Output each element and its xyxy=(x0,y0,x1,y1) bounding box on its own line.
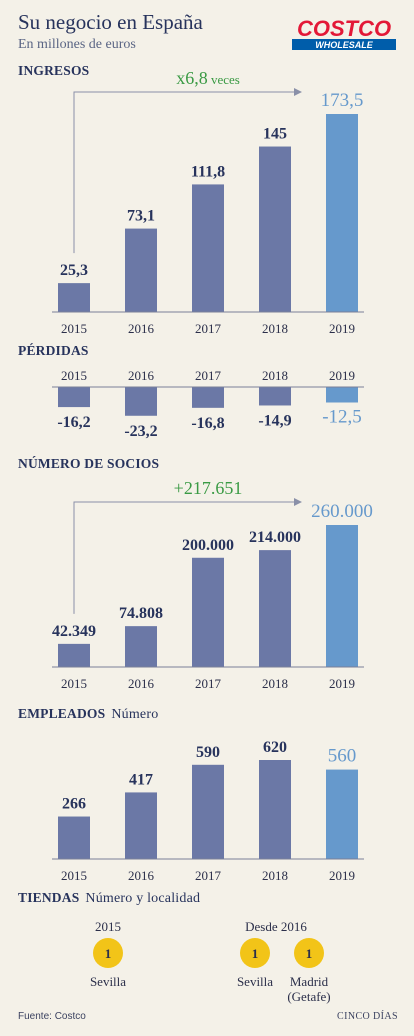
store-city: Sevilla xyxy=(237,974,273,989)
bar-2019 xyxy=(326,387,358,403)
bar-2018 xyxy=(259,760,291,859)
empleados-chart: 266 2015 417 2016 590 2017 620 2018 560 2019 xyxy=(52,739,364,883)
value-label: -16,8 xyxy=(191,415,224,432)
bar-2017 xyxy=(192,387,224,408)
value-label: 417 xyxy=(129,771,153,788)
year-label: 2018 xyxy=(262,868,288,883)
source-note: Fuente: Costco xyxy=(18,1011,86,1022)
year-label: 2018 xyxy=(262,321,288,336)
year-label: 2016 xyxy=(128,321,155,336)
year-label: 2019 xyxy=(329,321,355,336)
tiendas-heading: TIENDAS Número y localidad xyxy=(18,890,201,906)
perdidas-heading: PÉRDIDAS xyxy=(18,343,89,358)
growth-annotation: +217.651 xyxy=(174,478,243,498)
bar-2017 xyxy=(192,764,224,859)
year-label: 2017 xyxy=(195,868,222,883)
value-label: 590 xyxy=(196,744,220,761)
value-label: 266 xyxy=(62,796,86,813)
bar-2018 xyxy=(259,146,291,312)
year-label: 2015 xyxy=(61,676,87,691)
bar-2016 xyxy=(125,792,157,859)
value-label: 214.000 xyxy=(249,529,301,546)
bar-2015 xyxy=(58,643,90,667)
store-city-detail: (Getafe) xyxy=(287,989,330,1004)
value-label: 560 xyxy=(328,746,357,767)
value-label: -14,9 xyxy=(258,412,291,429)
bar-2015 xyxy=(58,283,90,312)
value-label: 74.808 xyxy=(119,605,163,622)
socios-chart: 42.349 2015 74.808 2016 200.000 2017 214.000 20… xyxy=(52,478,373,691)
growth-annotation: x6,8 veces xyxy=(176,70,240,88)
bar-2016 xyxy=(125,228,157,312)
bar-2016 xyxy=(125,626,157,667)
value-label: 145 xyxy=(263,126,287,143)
year-label: 2018 xyxy=(262,676,288,691)
store-count: 1 xyxy=(306,946,313,961)
bar-2019 xyxy=(326,525,358,667)
value-label: -12,5 xyxy=(322,407,362,428)
page-title: Su negocio en España xyxy=(18,10,203,34)
year-label: 2017 xyxy=(195,676,222,691)
arrow-head xyxy=(294,498,302,506)
bar-2015 xyxy=(58,816,90,859)
year-label: 2016 xyxy=(128,368,155,383)
bar-2015 xyxy=(58,387,90,408)
year-label: 2017 xyxy=(195,321,222,336)
value-label: -23,2 xyxy=(124,423,157,440)
year-label: 2016 xyxy=(128,868,155,883)
socios-heading: NÚMERO DE SOCIOS xyxy=(18,456,160,471)
logo-band xyxy=(292,39,396,50)
value-label: 260.000 xyxy=(311,501,373,522)
store-badge xyxy=(93,938,123,968)
empleados-unit: Número xyxy=(111,707,159,722)
perdidas-chart: 2015 -16,2 2016 -23,2 2017 -16,8 2018 -14,9 2019… xyxy=(52,368,364,440)
ingresos-chart: 25,3 2015 73,1 2016 111,8 2017 145 2018 173,5 201… xyxy=(52,70,364,336)
year-label: 2015 xyxy=(61,321,87,336)
bar-2018 xyxy=(259,550,291,667)
empleados-heading: EMPLEADOS Número xyxy=(18,706,159,722)
logo-text-top: COSTCO xyxy=(297,16,391,41)
growth-arrow xyxy=(73,501,296,614)
store-count: 1 xyxy=(105,946,112,961)
year-label: 2019 xyxy=(329,868,355,883)
year-label: 2017 xyxy=(195,368,222,383)
store-badge xyxy=(294,938,324,968)
value-label: 25,3 xyxy=(60,262,88,279)
year-label: 2019 xyxy=(329,368,355,383)
tiendas-group-label: Desde 2016 xyxy=(245,919,307,934)
arrow-head xyxy=(294,88,302,96)
year-label: 2019 xyxy=(329,676,355,691)
bar-2016 xyxy=(125,387,157,416)
bar-2019 xyxy=(326,114,358,312)
tiendas-panel: 2015 1 Sevilla Desde 2016 1 Sevilla 1 Madrid(Ge… xyxy=(90,919,331,1004)
growth-arrow xyxy=(73,91,296,254)
costco-logo: COSTCO WHOLESALE xyxy=(292,16,396,50)
tiendas-group-label: 2015 xyxy=(95,919,121,934)
year-label: 2015 xyxy=(61,868,87,883)
value-label: 200.000 xyxy=(182,537,234,554)
tiendas-unit: Número y localidad xyxy=(85,891,201,906)
value-label: -16,2 xyxy=(57,414,90,431)
bar-2017 xyxy=(192,557,224,667)
year-label: 2018 xyxy=(262,368,288,383)
store-count: 1 xyxy=(252,946,259,961)
bar-2018 xyxy=(259,387,291,406)
store-city: Madrid xyxy=(290,974,329,989)
value-label: 111,8 xyxy=(191,163,225,180)
store-city: Sevilla xyxy=(90,974,126,989)
year-label: 2016 xyxy=(128,676,155,691)
value-label: 620 xyxy=(263,739,287,756)
store-badge xyxy=(240,938,270,968)
logo-text-bottom: WHOLESALE xyxy=(315,40,373,50)
value-label: 42.349 xyxy=(52,623,96,640)
ingresos-heading: INGRESOS xyxy=(18,63,90,78)
year-label: 2015 xyxy=(61,368,87,383)
value-label: 73,1 xyxy=(127,208,155,225)
publisher-credit: CINCO DÍAS xyxy=(337,1011,398,1022)
bar-2017 xyxy=(192,184,224,312)
value-label: 173,5 xyxy=(321,90,364,111)
bar-2019 xyxy=(326,769,358,859)
page-subtitle: En millones de euros xyxy=(18,37,136,52)
